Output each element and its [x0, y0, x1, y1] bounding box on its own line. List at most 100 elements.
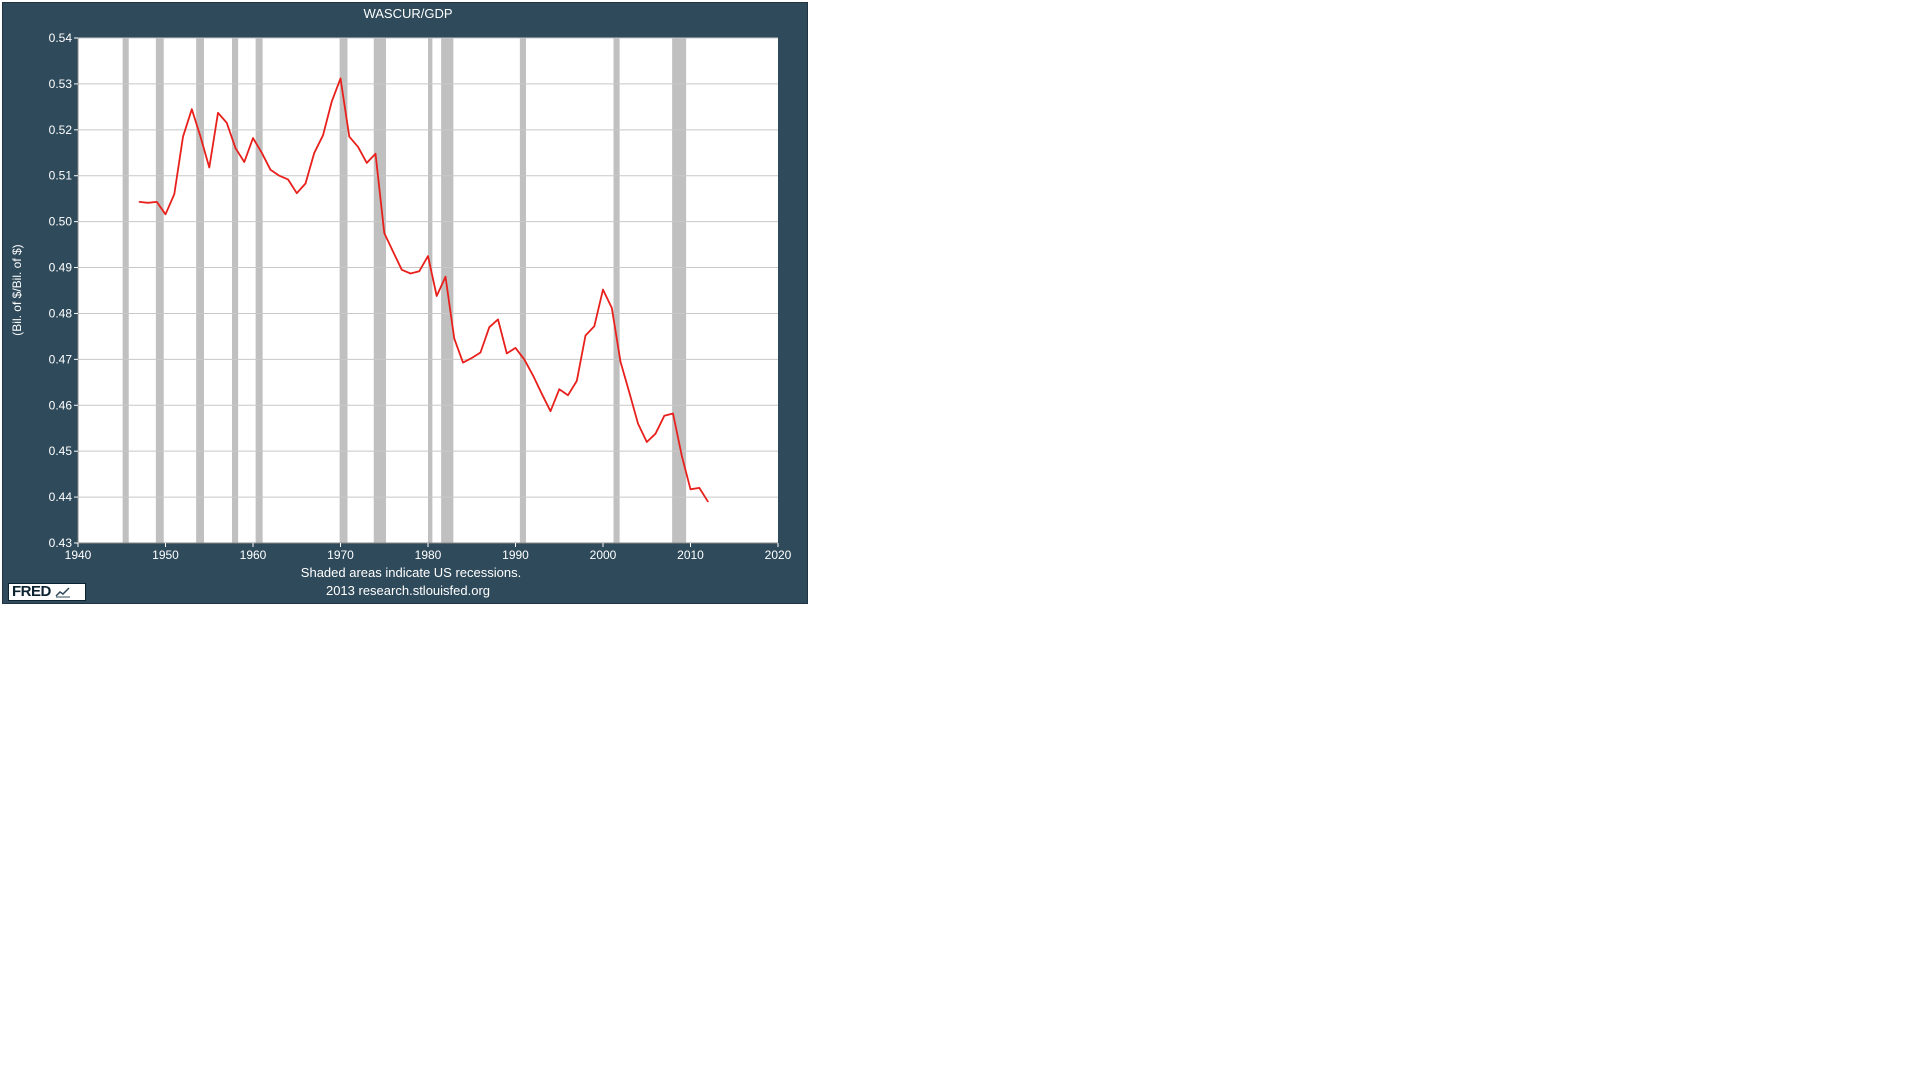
- recession-band: [519, 38, 526, 543]
- y-tick-label: 0.49: [49, 261, 73, 275]
- data-point: [313, 152, 315, 154]
- data-point: [584, 334, 587, 337]
- data-point: [654, 433, 657, 435]
- data-point: [497, 318, 499, 321]
- data-point: [182, 136, 184, 138]
- x-tick-label: 1960: [240, 548, 267, 562]
- data-point: [418, 270, 420, 272]
- recession-band: [672, 38, 687, 543]
- data-point: [619, 361, 622, 363]
- data-point: [199, 136, 202, 138]
- x-tick-label: 2000: [590, 548, 617, 562]
- data-point: [191, 108, 193, 110]
- fred-logo: FRED: [8, 583, 86, 601]
- chart-mini-icon: [54, 586, 71, 598]
- y-tick-label: 0.52: [49, 123, 73, 137]
- data-point: [322, 134, 324, 136]
- data-point: [217, 112, 219, 114]
- data-point: [602, 288, 604, 291]
- data-point: [304, 182, 307, 185]
- data-point: [173, 193, 175, 195]
- data-point: [514, 347, 517, 349]
- data-point: [637, 423, 639, 425]
- data-point: [541, 393, 543, 395]
- y-tick-label: 0.54: [49, 31, 73, 45]
- data-point: [663, 415, 665, 417]
- data-point: [462, 361, 464, 364]
- data-point: [252, 137, 254, 139]
- y-tick-label: 0.48: [49, 306, 73, 320]
- source-credit: 2013 research.stlouisfed.org: [326, 583, 490, 598]
- data-point: [383, 232, 385, 234]
- data-point: [471, 357, 473, 359]
- data-point: [532, 374, 534, 377]
- y-tick-label: 0.51: [49, 169, 73, 183]
- data-point: [226, 122, 228, 124]
- data-point: [453, 338, 455, 340]
- data-point: [558, 388, 560, 390]
- y-tick-label: 0.50: [49, 215, 73, 229]
- data-point: [357, 146, 359, 148]
- recession-band: [613, 38, 620, 543]
- y-tick-label: 0.47: [49, 352, 73, 366]
- data-point: [427, 255, 429, 257]
- fred-logo-text: FRED: [12, 583, 51, 600]
- data-point: [523, 358, 525, 360]
- recession-band: [255, 38, 263, 543]
- recession-band: [155, 38, 164, 543]
- x-tick-label: 1990: [502, 548, 529, 562]
- data-point: [506, 352, 508, 354]
- data-point: [339, 77, 342, 79]
- data-point: [392, 250, 394, 253]
- x-tick-label: 1950: [152, 548, 179, 562]
- recession-band: [339, 38, 348, 543]
- data-point: [164, 213, 167, 215]
- data-point: [409, 272, 412, 275]
- y-tick-label: 0.45: [49, 444, 73, 458]
- x-tick-label: 1980: [415, 548, 442, 562]
- x-tick-label: 1970: [327, 548, 354, 562]
- data-point: [243, 161, 245, 163]
- data-point: [436, 295, 438, 297]
- data-series-line: [139, 77, 709, 503]
- x-axis-ticks: 1940 1950 1960 1970 1980 1990 2000 2010 2020: [65, 543, 792, 562]
- data-point: [234, 147, 237, 149]
- data-point: [698, 487, 700, 489]
- data-point: [374, 153, 377, 155]
- data-point: [672, 412, 674, 415]
- x-tick-label: 1940: [65, 548, 92, 562]
- data-point: [567, 394, 569, 396]
- data-point: [138, 201, 140, 203]
- data-point: [628, 391, 630, 394]
- data-point: [401, 269, 403, 271]
- data-point: [278, 175, 280, 177]
- data-point: [331, 100, 333, 102]
- data-point: [488, 326, 490, 328]
- y-tick-label: 0.44: [49, 490, 73, 504]
- data-point: [147, 202, 149, 204]
- data-point: [348, 136, 350, 138]
- y-tick-label: 0.46: [49, 398, 73, 412]
- data-point: [593, 325, 595, 327]
- data-point: [707, 501, 709, 503]
- chart-frame: WASCUR/GDP 0.43 0.44 0.45 0.46 0.47 0.48 0.49 0…: [2, 2, 808, 604]
- data-point: [156, 201, 158, 203]
- recession-note: Shaded areas indicate US recessions.: [301, 565, 521, 580]
- recession-band: [373, 38, 386, 543]
- data-point: [366, 162, 368, 164]
- data-point: [261, 152, 263, 154]
- recession-band: [196, 38, 204, 543]
- recession-band: [122, 38, 129, 543]
- data-point: [296, 192, 298, 194]
- data-point: [681, 455, 683, 457]
- data-point: [269, 169, 272, 171]
- x-tick-label: 2010: [677, 548, 704, 562]
- data-point: [576, 380, 578, 382]
- data-point: [689, 488, 692, 490]
- y-tick-label: 0.53: [49, 77, 73, 91]
- y-axis-label: (Bil. of $/Bil. of $): [10, 244, 24, 335]
- recession-band: [232, 38, 239, 543]
- data-point: [646, 441, 648, 443]
- x-tick-label: 2020: [765, 548, 792, 562]
- data-line-layer: [138, 77, 709, 503]
